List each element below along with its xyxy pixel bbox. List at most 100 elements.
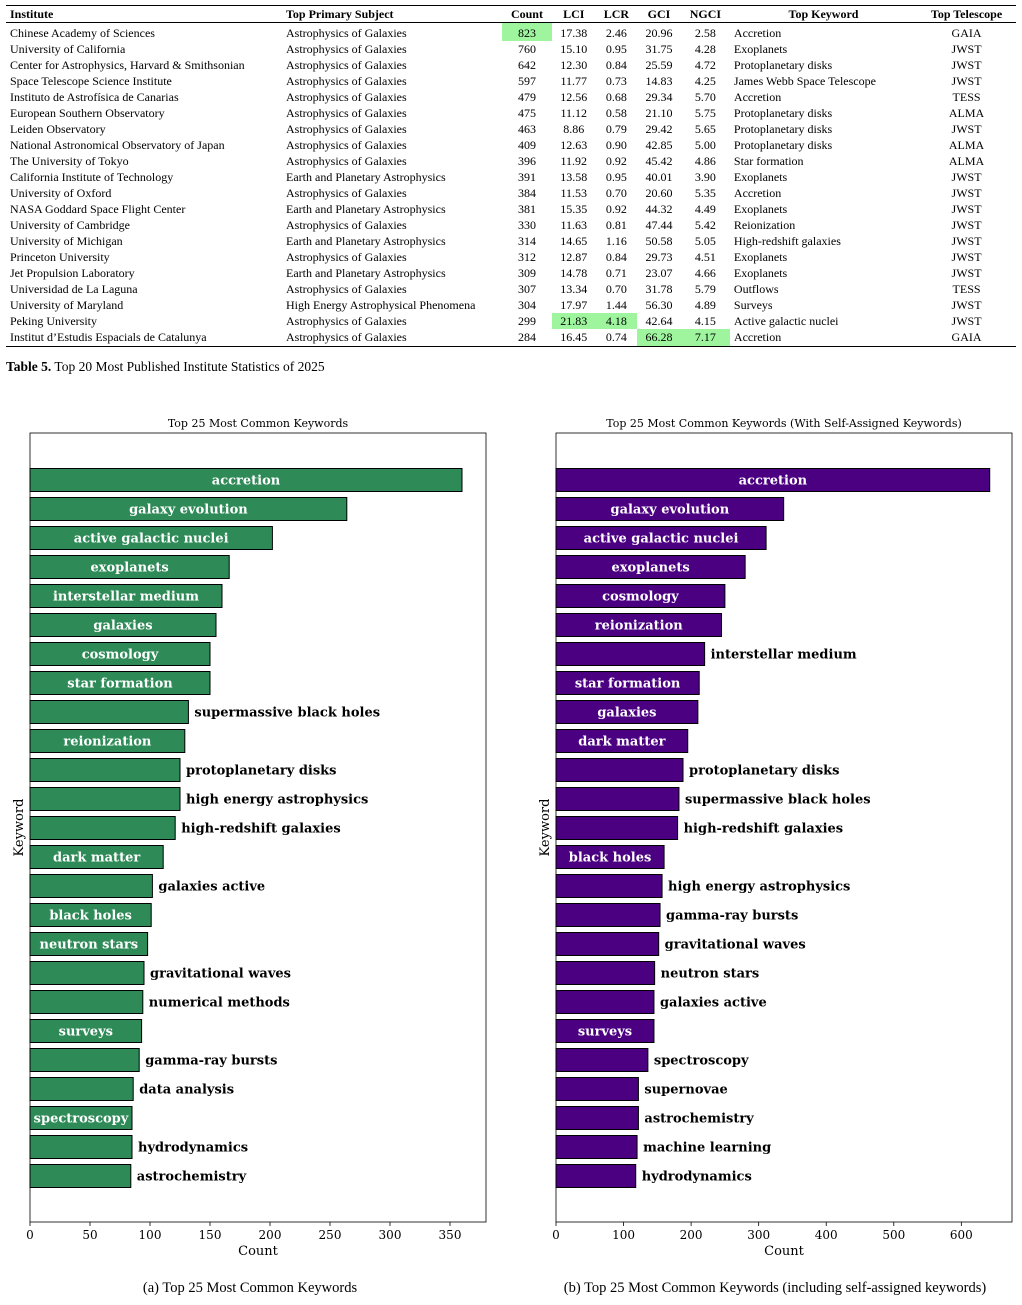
bar (29, 1135, 133, 1159)
cell-gci: 20.96 (645, 26, 673, 40)
cell-primary-subject: Astrophysics of Galaxies (286, 138, 407, 152)
cell-gci: 29.42 (645, 122, 673, 136)
bar-label: numerical methods (149, 996, 290, 1011)
x-tick-label: 150 (199, 1228, 222, 1242)
bar (555, 990, 655, 1014)
cell-gci: 21.10 (645, 106, 673, 120)
column-header-top-telescope: Top Telescope (930, 7, 1003, 21)
cell-gci: 23.07 (645, 266, 673, 280)
cell-top-telescope: TESS (952, 282, 981, 296)
column-header-count: Count (510, 7, 543, 21)
cell-top-telescope: JWST (951, 170, 982, 184)
cell-primary-subject: High Energy Astrophysical Phenomena (286, 298, 476, 312)
cell-primary-subject: Astrophysics of Galaxies (286, 218, 407, 232)
cell-institute: University of Michigan (10, 234, 123, 248)
bar-label: supermassive black holes (685, 793, 871, 808)
cell-top-telescope: ALMA (948, 138, 985, 152)
cell-top-telescope: JWST (951, 202, 982, 216)
cell-ngci: 5.42 (694, 218, 716, 232)
column-header-gci: GCI (647, 7, 671, 21)
cell-lcr: 0.79 (605, 122, 627, 136)
cell-primary-subject: Astrophysics of Galaxies (286, 250, 407, 264)
cell-top-telescope: JWST (951, 314, 982, 328)
cell-ngci: 4.66 (694, 266, 716, 280)
cell-gci: 44.32 (645, 202, 673, 216)
cell-ngci: 4.28 (694, 42, 716, 56)
bar-label: reionization (595, 619, 684, 634)
bar-label: galaxies (597, 706, 656, 721)
cell-primary-subject: Astrophysics of Galaxies (286, 330, 407, 344)
cell-count: 642 (517, 58, 536, 72)
bar (29, 555, 230, 579)
bar-label: galaxy evolution (610, 503, 729, 518)
bar-label: star formation (575, 677, 681, 692)
cell-top-telescope: TESS (952, 90, 981, 104)
bar-label: exoplanets (90, 561, 168, 576)
bar (29, 961, 145, 985)
cell-lcr: 0.73 (605, 74, 627, 88)
bar (29, 584, 223, 608)
cell-count: 381 (517, 202, 536, 216)
cell-institute: Universidad de La Laguna (10, 282, 138, 296)
bar (29, 729, 186, 753)
cell-count: 314 (517, 234, 536, 248)
cell-primary-subject: Astrophysics of Galaxies (286, 42, 407, 56)
cell-top-telescope: ALMA (948, 106, 985, 120)
cell-count: 312 (517, 250, 536, 264)
cell-top-keyword: Accretion (733, 26, 782, 40)
table-row: Universidad de La Laguna Astrophysics of … (6, 281, 1016, 297)
x-tick-label: 100 (139, 1228, 162, 1242)
cell-institute: Princeton University (10, 250, 110, 264)
bar (555, 787, 680, 811)
cell-ngci: 5.05 (694, 234, 716, 248)
cell-institute: University of Maryland (10, 298, 124, 312)
x-axis-label: Count (764, 1244, 805, 1259)
table-row: Leiden Observatory Astrophysics of Galaxi… (6, 121, 1016, 137)
bar-label: star formation (67, 677, 173, 692)
bar (555, 729, 689, 753)
cell-ngci: 5.65 (694, 122, 716, 136)
cell-gci: 50.58 (645, 234, 673, 248)
cell-lci: 11.53 (560, 186, 588, 200)
cell-top-telescope: GAIA (951, 330, 982, 344)
column-header-ngci: NGCI (689, 7, 722, 21)
cell-top-telescope: JWST (951, 42, 982, 56)
table-row: Institut d’Estudis Espacials de Cataluny… (6, 329, 1016, 347)
table-row: University of Michigan Earth and Planetar… (6, 233, 1016, 249)
bar (555, 1019, 655, 1043)
cell-institute: The University of Tokyo (10, 154, 129, 168)
bar-label: accretion (739, 474, 808, 489)
cell-primary-subject: Earth and Planetary Astrophysics (286, 202, 446, 216)
cell-primary-subject: Astrophysics of Galaxies (286, 106, 407, 120)
cell-lcr: 1.44 (605, 298, 627, 312)
bar-label: neutron stars (40, 938, 139, 953)
x-tick-label: 400 (815, 1228, 838, 1242)
cell-count: 384 (517, 186, 536, 200)
cell-ngci: 4.49 (694, 202, 716, 216)
x-tick-label: 250 (319, 1228, 342, 1242)
cell-lci: 11.92 (560, 154, 588, 168)
cell-primary-subject: Earth and Planetary Astrophysics (286, 234, 446, 248)
cell-top-keyword: Active galactic nuclei (733, 314, 839, 328)
y-axis-label: Keyword (12, 799, 27, 857)
cell-top-telescope: JWST (951, 122, 982, 136)
bar-label: astrochemistry (137, 1170, 247, 1185)
cell-top-telescope: JWST (951, 218, 982, 232)
cell-top-telescope: JWST (951, 74, 982, 88)
cell-lci: 13.34 (560, 282, 588, 296)
cell-ngci: 5.00 (694, 138, 716, 152)
bar (29, 700, 189, 724)
cell-top-keyword: Protoplanetary disks (733, 138, 833, 152)
cell-ngci: 4.72 (694, 58, 716, 72)
bar-label: surveys (578, 1025, 632, 1040)
column-header-top-keyword: Top Keyword (788, 7, 859, 21)
bar (555, 816, 679, 840)
table-row: Princeton University Astrophysics of Gala… (6, 249, 1016, 265)
bar-label: neutron stars (661, 967, 760, 982)
bar-label: accretion (212, 474, 281, 489)
cell-gci: 56.30 (645, 298, 673, 312)
cell-lci: 16.45 (560, 330, 588, 344)
cell-top-telescope: JWST (951, 234, 982, 248)
cell-top-keyword: Accretion (733, 330, 782, 344)
cell-top-keyword: Outflows (733, 282, 779, 296)
